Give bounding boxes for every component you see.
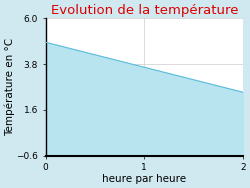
- Title: Evolution de la température: Evolution de la température: [50, 4, 238, 17]
- Y-axis label: Température en °C: Température en °C: [4, 38, 15, 136]
- X-axis label: heure par heure: heure par heure: [102, 174, 186, 184]
